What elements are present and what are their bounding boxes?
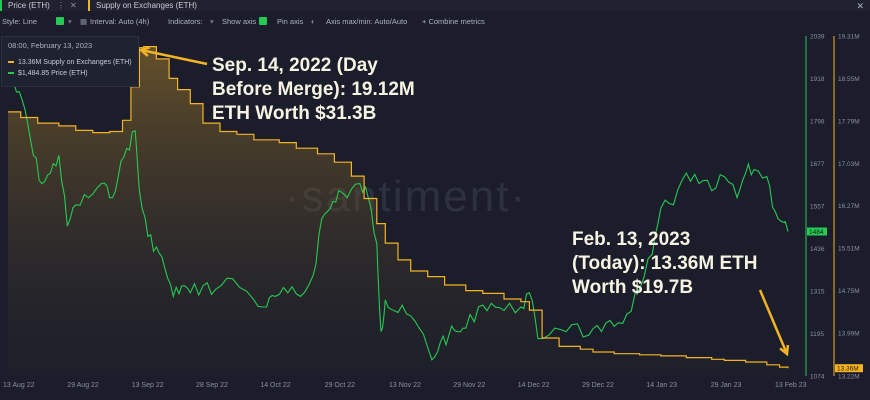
x-tick-label: 29 Aug 22 xyxy=(67,382,99,389)
supply-tick-label: 17.79M xyxy=(838,118,860,125)
calendar-icon: ▦ xyxy=(80,17,88,26)
annotation-merge: Sep. 14, 2022 (Day Before Merge): 19.12M… xyxy=(212,54,415,126)
tooltip-supply-text: 13.36M Supply on Exchanges (ETH) xyxy=(18,59,132,66)
show-axis-label: Show axis xyxy=(222,17,257,26)
tooltip-price-text: $1,484.85 Price (ETH) xyxy=(18,70,88,77)
supply-tick-label: 15.51M xyxy=(838,246,860,253)
pin-axis-label[interactable]: Pin axis xyxy=(277,17,304,26)
tab-label: Price (ETH) xyxy=(8,1,50,10)
price-current-marker xyxy=(807,227,827,236)
tooltip-row-price: $1,484.85 Price (ETH) xyxy=(8,70,88,77)
tab-price-eth[interactable]: Price (ETH) ⋮ ✕ xyxy=(0,0,82,11)
x-tick-label: 13 Aug 22 xyxy=(3,382,35,389)
toolbar: Style: Line ▾ ▦ Interval: Auto (4h) Indi… xyxy=(0,14,870,30)
x-tick-label: 13 Feb 23 xyxy=(775,382,807,389)
tooltip-date: 08:00, February 13, 2023 xyxy=(8,41,93,50)
axis-maxmin-dropdown[interactable]: Axis max/min: Auto/Auto xyxy=(326,17,408,26)
supply-current-label: 13.36M xyxy=(837,366,859,373)
chevron-down-icon[interactable]: ▾ xyxy=(210,17,214,26)
supply-tick-label: 18.55M xyxy=(838,76,860,83)
arrow-merge xyxy=(140,48,208,66)
annotation-line: Feb. 13, 2023 xyxy=(572,229,691,250)
x-tick-label: 14 Dec 22 xyxy=(518,382,550,389)
x-tick-label: 29 Oct 22 xyxy=(325,382,355,389)
show-axis-checkbox[interactable] xyxy=(259,17,267,25)
annotation-line: Worth $19.7B xyxy=(572,277,694,298)
supply-tick-label: 16.27M xyxy=(838,203,860,210)
x-tick-label: 29 Jan 23 xyxy=(711,382,742,389)
price-tick-label: 1677 xyxy=(810,161,825,168)
tab-menu-icon[interactable]: ⋮ xyxy=(186,1,194,10)
price-tick-label: 1195 xyxy=(810,331,824,338)
supply-tick-label: 14.75M xyxy=(838,288,860,295)
price-tick-label: 1436 xyxy=(810,246,825,253)
tab-close-icon[interactable]: ✕ xyxy=(70,1,77,10)
arrow-today xyxy=(758,289,789,355)
x-tick-label: 14 Jan 23 xyxy=(646,382,677,389)
price-tick-label: 1315 xyxy=(810,289,825,296)
interval-dropdown[interactable]: Interval: Auto (4h) xyxy=(90,17,150,26)
supply-tick-label: 17.03M xyxy=(838,161,860,168)
tab-supply-on-exchanges[interactable]: Supply on Exchanges (ETH) ⋮ xyxy=(88,0,202,11)
x-tick-label: 29 Dec 22 xyxy=(582,382,614,389)
annotation-line: ETH Worth $31.3B xyxy=(212,103,377,124)
toggle-icon[interactable]: ◐ xyxy=(311,17,316,26)
legend-swatch-supply xyxy=(8,61,14,64)
legend-swatch-price xyxy=(8,72,14,75)
x-tick-label: 29 Nov 22 xyxy=(453,382,485,389)
supply-tick-label: 19.31M xyxy=(838,34,860,41)
tooltip-legend: 08:00, February 13, 2023 13.36M Supply o… xyxy=(1,36,139,87)
chart[interactable]: 13 Aug 22 29 Aug 22 13 Sep 22 28 Sep 22 14 O… xyxy=(0,34,870,400)
price-tick-label: 1557 xyxy=(810,203,825,210)
price-tick-label: 2039 xyxy=(810,34,825,41)
price-tick-label: 1918 xyxy=(810,76,825,83)
chevron-down-icon[interactable]: ▾ xyxy=(68,17,72,26)
supply-area xyxy=(8,46,788,376)
indicators-dropdown[interactable]: Indicators: xyxy=(168,17,203,26)
arrow-today-head xyxy=(779,344,790,357)
price-current-label: 1484 xyxy=(809,229,824,236)
x-tick-label: 28 Sep 22 xyxy=(196,382,228,389)
annotation-line: (Today): 13.36M ETH xyxy=(572,253,758,274)
color-swatch-icon[interactable] xyxy=(56,17,64,25)
price-tick-label: 1798 xyxy=(810,118,825,125)
price-tick-label: 1074 xyxy=(810,374,825,381)
tab-label: Supply on Exchanges (ETH) xyxy=(96,1,197,10)
close-icon[interactable]: ✕ xyxy=(856,1,864,11)
annotation-line: Before Merge): 19.12M xyxy=(212,79,415,100)
annotation-today: Feb. 13, 2023 (Today): 13.36M ETH Worth … xyxy=(572,228,757,300)
x-tick-label: 14 Oct 22 xyxy=(260,382,290,389)
tab-bar: Price (ETH) ⋮ ✕ Supply on Exchanges (ETH… xyxy=(0,0,870,11)
tab-menu-icon[interactable]: ⋮ xyxy=(57,1,65,10)
tooltip-row-supply: 13.36M Supply on Exchanges (ETH) xyxy=(8,59,132,66)
combine-metrics-button[interactable]: + Combine metrics xyxy=(422,17,485,26)
x-tick-label: 13 Nov 22 xyxy=(389,382,421,389)
series-line-price xyxy=(7,60,789,361)
supply-tick-label: 13.99M xyxy=(838,331,860,338)
arrow-merge-head xyxy=(138,46,150,57)
style-dropdown[interactable]: Style: Line xyxy=(2,17,38,26)
annotation-line: Sep. 14, 2022 (Day xyxy=(212,55,378,76)
supply-current-marker xyxy=(835,364,863,373)
supply-tick-label: 13.22M xyxy=(838,374,860,381)
x-tick-label: 13 Sep 22 xyxy=(132,382,164,389)
